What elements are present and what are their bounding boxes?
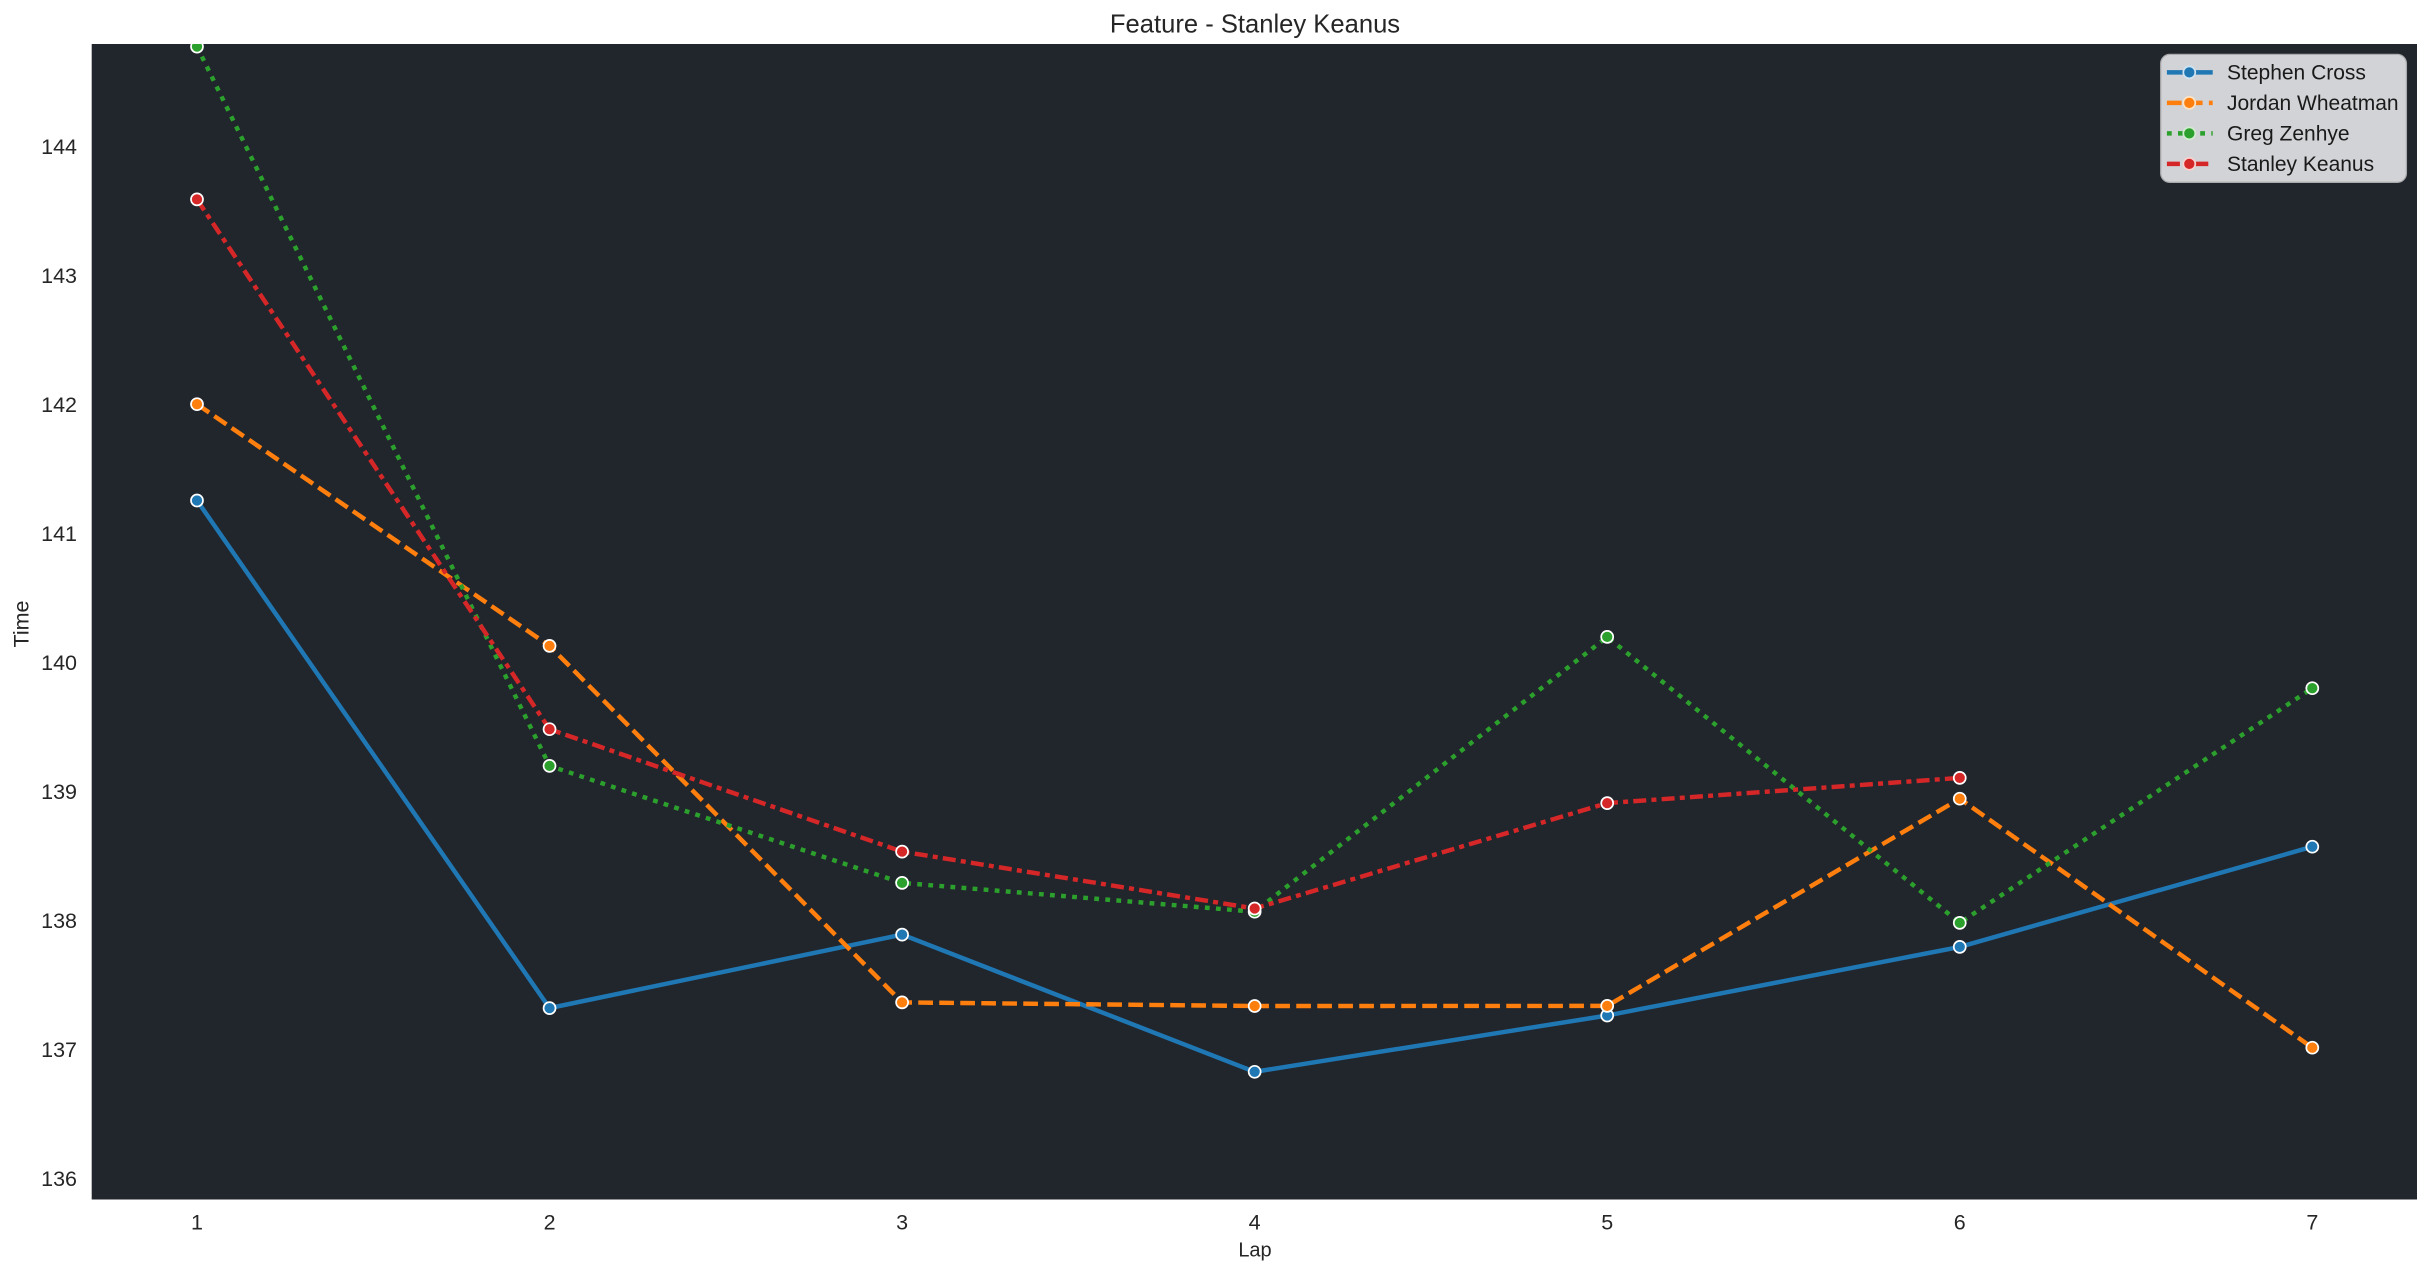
svg-text:Lap: Lap [1238,1239,1271,1261]
svg-text:7: 7 [2306,1211,2318,1235]
svg-text:Time: Time [10,601,34,648]
svg-text:5: 5 [1601,1211,1613,1235]
svg-text:2: 2 [544,1211,556,1235]
svg-text:140: 140 [41,651,77,675]
svg-text:143: 143 [41,264,77,288]
svg-text:4: 4 [1249,1211,1261,1235]
svg-text:136: 136 [41,1167,77,1191]
svg-text:Stanley Keanus: Stanley Keanus [2227,153,2374,176]
svg-text:3: 3 [896,1211,908,1235]
svg-text:6: 6 [1954,1211,1966,1235]
svg-text:144: 144 [41,135,77,159]
svg-text:Feature - Stanley Keanus: Feature - Stanley Keanus [1110,11,1400,39]
svg-text:1: 1 [191,1211,203,1235]
svg-text:141: 141 [41,522,77,546]
svg-text:142: 142 [41,393,77,417]
svg-text:137: 137 [41,1038,77,1062]
svg-text:Jordan Wheatman: Jordan Wheatman [2227,92,2399,115]
svg-text:139: 139 [41,780,77,804]
svg-text:Stephen Cross: Stephen Cross [2227,62,2366,85]
svg-text:138: 138 [41,909,77,933]
svg-text:Greg Zenhye: Greg Zenhye [2227,123,2350,146]
